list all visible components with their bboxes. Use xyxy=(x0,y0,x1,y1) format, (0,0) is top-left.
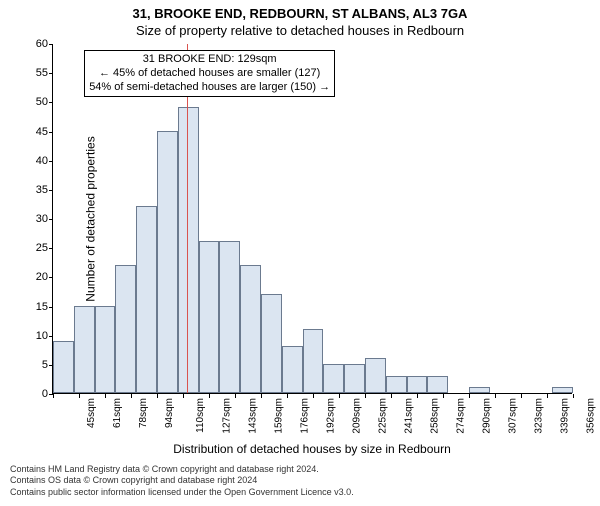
y-tick-mark xyxy=(49,336,53,337)
histogram-bar xyxy=(219,241,240,393)
histogram-bar xyxy=(95,306,116,394)
histogram-bar xyxy=(74,306,95,394)
x-tick-label: 307sqm xyxy=(508,398,519,434)
x-tick-label: 241sqm xyxy=(404,398,415,434)
y-tick-label: 10 xyxy=(24,330,48,342)
x-tick-mark xyxy=(365,394,366,398)
y-tick-label: 5 xyxy=(24,359,48,371)
x-tick-mark xyxy=(79,394,80,398)
chart-area: Number of detached properties 0510152025… xyxy=(52,44,572,394)
y-tick-label: 25 xyxy=(24,242,48,254)
y-tick-label: 50 xyxy=(24,96,48,108)
y-tick-mark xyxy=(49,307,53,308)
y-tick-label: 20 xyxy=(24,271,48,283)
histogram-bar xyxy=(303,329,324,393)
histogram-bar xyxy=(407,376,428,394)
x-tick-label: 61sqm xyxy=(112,398,123,428)
histogram-bar xyxy=(427,376,448,394)
histogram-bar xyxy=(323,364,344,393)
x-tick-label: 94sqm xyxy=(164,398,175,428)
histogram-bar xyxy=(115,265,136,393)
histogram-bar xyxy=(365,358,386,393)
y-tick-label: 55 xyxy=(24,67,48,79)
x-tick-label: 45sqm xyxy=(86,398,97,428)
y-tick-label: 35 xyxy=(24,184,48,196)
title-main: 31, BROOKE END, REDBOURN, ST ALBANS, AL3… xyxy=(0,6,600,21)
histogram-bar xyxy=(552,387,573,393)
x-tick-label: 356sqm xyxy=(586,398,597,434)
y-tick-mark xyxy=(49,102,53,103)
x-tick-label: 110sqm xyxy=(195,398,206,433)
x-tick-label: 192sqm xyxy=(326,398,337,434)
x-tick-mark xyxy=(157,394,158,398)
x-tick-mark xyxy=(183,394,184,398)
x-tick-mark xyxy=(495,394,496,398)
footer-line: Contains HM Land Registry data © Crown c… xyxy=(10,464,600,475)
x-tick-mark xyxy=(573,394,574,398)
y-tick-mark xyxy=(49,161,53,162)
histogram-bar xyxy=(178,107,199,393)
histogram-bar xyxy=(344,364,365,393)
y-tick-mark xyxy=(49,277,53,278)
x-tick-label: 143sqm xyxy=(248,398,259,434)
x-tick-label: 274sqm xyxy=(456,398,467,434)
x-tick-label: 176sqm xyxy=(300,398,311,434)
x-tick-mark xyxy=(443,394,444,398)
y-tick-mark xyxy=(49,190,53,191)
y-tick-mark xyxy=(49,219,53,220)
y-tick-label: 15 xyxy=(24,301,48,313)
y-tick-label: 0 xyxy=(24,388,48,400)
x-tick-mark xyxy=(391,394,392,398)
histogram-bar xyxy=(282,346,303,393)
footer-line: Contains public sector information licen… xyxy=(10,487,600,498)
y-tick-mark xyxy=(49,73,53,74)
x-tick-label: 258sqm xyxy=(430,398,441,434)
x-tick-mark xyxy=(105,394,106,398)
x-tick-mark xyxy=(261,394,262,398)
title-sub: Size of property relative to detached ho… xyxy=(0,23,600,38)
annotation-line: ← 45% of detached houses are smaller (12… xyxy=(89,67,330,81)
x-tick-mark xyxy=(131,394,132,398)
histogram-bar xyxy=(261,294,282,393)
x-tick-mark xyxy=(287,394,288,398)
annotation-box: 31 BROOKE END: 129sqm← 45% of detached h… xyxy=(84,50,335,97)
y-tick-mark xyxy=(49,132,53,133)
x-tick-mark xyxy=(53,394,54,398)
histogram-bar xyxy=(240,265,261,393)
histogram-bar xyxy=(53,341,74,394)
histogram-bar xyxy=(469,387,490,393)
x-tick-mark xyxy=(469,394,470,398)
x-tick-label: 290sqm xyxy=(482,398,493,434)
histogram-bar xyxy=(386,376,407,394)
y-tick-label: 60 xyxy=(24,38,48,50)
annotation-line: 54% of semi-detached houses are larger (… xyxy=(89,81,330,95)
y-tick-label: 45 xyxy=(24,126,48,138)
x-tick-label: 339sqm xyxy=(560,398,571,434)
x-tick-label: 225sqm xyxy=(378,398,389,434)
annotation-line: 31 BROOKE END: 129sqm xyxy=(89,53,330,67)
x-tick-label: 127sqm xyxy=(222,398,233,434)
x-tick-label: 78sqm xyxy=(138,398,149,428)
footer-attribution: Contains HM Land Registry data © Crown c… xyxy=(10,464,600,498)
x-tick-mark xyxy=(547,394,548,398)
y-tick-mark xyxy=(49,44,53,45)
x-axis-label: Distribution of detached houses by size … xyxy=(52,442,572,456)
x-tick-mark xyxy=(209,394,210,398)
x-tick-label: 323sqm xyxy=(534,398,545,434)
histogram-bar xyxy=(136,206,157,393)
x-tick-mark xyxy=(339,394,340,398)
x-tick-mark xyxy=(417,394,418,398)
histogram-bar xyxy=(157,131,178,394)
footer-line: Contains OS data © Crown copyright and d… xyxy=(10,475,600,486)
plot-region: 05101520253035404550556045sqm61sqm78sqm9… xyxy=(52,44,572,394)
x-tick-label: 209sqm xyxy=(352,398,363,434)
y-tick-label: 30 xyxy=(24,213,48,225)
y-tick-mark xyxy=(49,248,53,249)
x-tick-mark xyxy=(235,394,236,398)
y-tick-label: 40 xyxy=(24,155,48,167)
x-tick-mark xyxy=(313,394,314,398)
x-tick-label: 159sqm xyxy=(274,398,285,434)
x-tick-mark xyxy=(521,394,522,398)
histogram-bar xyxy=(199,241,220,393)
